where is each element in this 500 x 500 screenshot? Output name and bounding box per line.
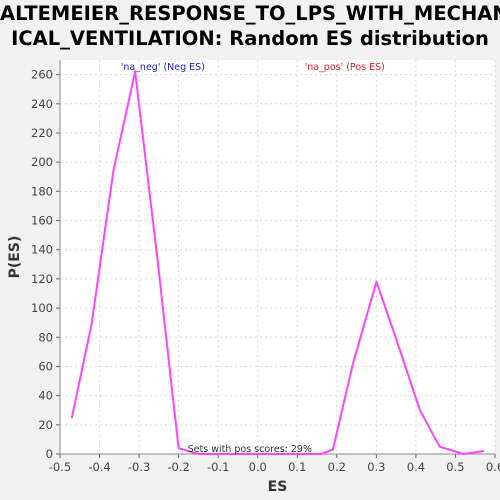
x-tick-label: 0.0 bbox=[249, 460, 267, 474]
y-tick-label: 240 bbox=[31, 97, 53, 111]
y-axis-label: P(ES) bbox=[7, 236, 23, 279]
x-tick-label: -0.5 bbox=[49, 460, 71, 474]
es-distribution-line bbox=[70, 70, 484, 455]
data-point bbox=[90, 323, 93, 326]
x-tick-label: 0.6 bbox=[486, 460, 500, 474]
chart-title-line-2: ICAL_VENTILATION: Random ES distribution bbox=[11, 27, 489, 50]
neg-es-label: 'na_neg' (Neg ES) bbox=[121, 62, 205, 73]
y-tick-label: 220 bbox=[31, 126, 53, 140]
data-point bbox=[482, 450, 485, 452]
plot-area bbox=[60, 60, 495, 454]
x-tick-label: 0.4 bbox=[407, 460, 425, 474]
y-tick-label: 80 bbox=[38, 330, 53, 344]
pos-es-label: 'na_pos' (Pos ES) bbox=[305, 62, 385, 73]
data-point bbox=[134, 70, 137, 73]
data-point bbox=[320, 453, 322, 455]
y-tick-label: 40 bbox=[38, 389, 53, 403]
data-point bbox=[155, 253, 158, 255]
y-tick-label: 100 bbox=[31, 301, 53, 315]
grid-lines bbox=[59, 60, 496, 455]
data-point bbox=[331, 448, 334, 451]
data-point bbox=[112, 170, 115, 172]
data-point bbox=[70, 416, 73, 419]
y-tick-label: 180 bbox=[31, 184, 53, 198]
data-point bbox=[438, 445, 441, 448]
y-tick-label: 140 bbox=[31, 243, 53, 257]
x-tick-label: 0.3 bbox=[367, 460, 385, 474]
y-tick-label: 0 bbox=[46, 447, 53, 461]
y-tick-label: 260 bbox=[31, 68, 53, 82]
data-point bbox=[375, 280, 378, 283]
x-axis-label: ES bbox=[268, 479, 288, 495]
labels: 'na_neg' (Neg ES) 'na_pos' (Pos ES) Sets… bbox=[7, 62, 385, 495]
y-tick-label: 120 bbox=[31, 272, 53, 286]
x-tick-label: 0.5 bbox=[446, 460, 464, 474]
x-tick-label: -0.1 bbox=[207, 460, 229, 474]
data-point bbox=[177, 447, 180, 450]
series-layer bbox=[70, 70, 485, 455]
sets-pos-scores-label: Sets with pos scores: 29% bbox=[188, 444, 312, 455]
y-tick-label: 160 bbox=[31, 214, 53, 228]
data-point bbox=[462, 453, 465, 455]
x-tick-label: -0.3 bbox=[128, 460, 150, 474]
data-point bbox=[197, 453, 200, 455]
data-point bbox=[351, 364, 354, 366]
chart-title-line-1: ALTEMEIER_RESPONSE_TO_LPS_WITH_MECHAN bbox=[0, 2, 500, 25]
x-tick-label: 0.1 bbox=[288, 460, 306, 474]
axes: -0.5 -0.4 -0.3 -0.2 -0.1 0.0 0.1 0.2 0.3 0.4 0.5 0.… bbox=[31, 60, 500, 474]
data-point bbox=[418, 409, 421, 412]
x-tick-label: 0.2 bbox=[328, 460, 346, 474]
x-tick-label: -0.4 bbox=[88, 460, 110, 474]
y-tick-label: 20 bbox=[38, 418, 53, 432]
data-point bbox=[395, 337, 398, 340]
y-tick-label: 200 bbox=[31, 155, 53, 169]
y-tick-label: 60 bbox=[38, 359, 53, 373]
x-tick-label: -0.2 bbox=[167, 460, 189, 474]
